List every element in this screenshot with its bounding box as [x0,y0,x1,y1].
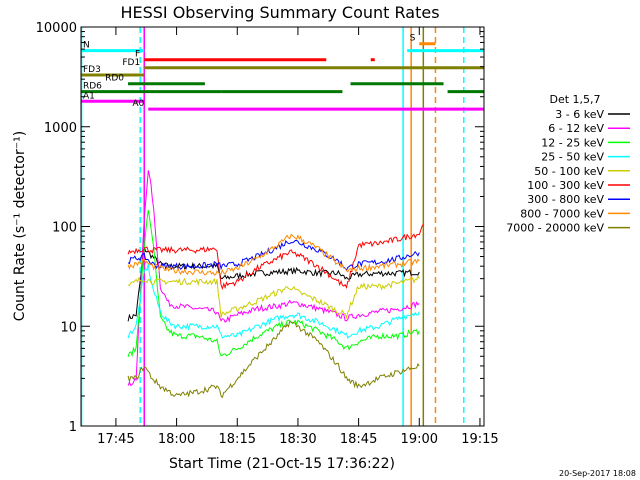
flag-label-fd3: FD3 [83,65,101,75]
flag-label-fd1: FD1 [122,58,140,68]
flag-label-n: N [83,41,90,51]
legend-label-6: 300 - 800 keV [527,193,604,206]
series-line-4 [127,275,420,320]
series-line-5 [127,224,424,291]
legend-label-4: 50 - 100 keV [534,165,604,178]
series-line-3 [127,263,420,340]
legend-label-1: 6 - 12 keV [548,122,604,135]
x-tick-label-1: 18:00 [158,432,195,447]
series-line-1 [127,170,420,387]
series-line-2 [127,209,420,358]
series-line-7 [127,233,420,276]
y-tick-label-3: 1000 [44,121,77,136]
x-tick-label-2: 18:15 [219,432,256,447]
legend-label-3: 25 - 50 keV [541,151,604,164]
legend-title: Det 1,5,7 [549,93,600,106]
chart-title: HESSI Observing Summary Count Rates [120,3,439,22]
legend-label-7: 800 - 7000 keV [520,207,604,220]
y-tick-label-2: 100 [52,221,77,236]
legend-label-5: 100 - 300 keV [527,179,604,192]
flag-label-a1: A1 [83,91,95,101]
x-tick-label-3: 18:30 [279,432,316,447]
x-tick-label-5: 19:00 [401,432,438,447]
x-tick-label-4: 18:45 [340,432,377,447]
legend-label-2: 12 - 25 keV [541,136,604,149]
x-tick-label-6: 19:15 [461,432,498,447]
legend-label-0: 3 - 6 keV [555,108,604,121]
flag-label-f: F [135,50,140,60]
flag-label-a0: A0 [132,99,144,109]
x-tick-label-0: 17:45 [97,432,134,447]
flag-label-rd0: RD0 [105,74,124,84]
x-axis-label: Start Time (21-Oct-15 17:36:22) [169,456,395,472]
legend-label-8: 7000 - 20000 keV [506,222,604,235]
y-tick-label-4: 10000 [36,21,77,36]
flag-label-rd6: RD6 [83,82,102,92]
y-tick-label-1: 10 [60,320,77,335]
y-axis-label: Count Rate (s⁻¹ detector⁻¹) [12,131,28,321]
y-axis: 1 10 100 1000 10000 [36,21,484,435]
flag-label-s: S [410,34,416,44]
series-line-8 [127,320,420,399]
y-tick-label-0: 1 [69,420,77,435]
x-axis: 17:45 18:00 18:15 18:30 18:45 19:00 19:15 [97,27,499,447]
series-line-0 [127,246,420,322]
footer-timestamp: 20-Sep-2017 18:08 [559,469,636,478]
